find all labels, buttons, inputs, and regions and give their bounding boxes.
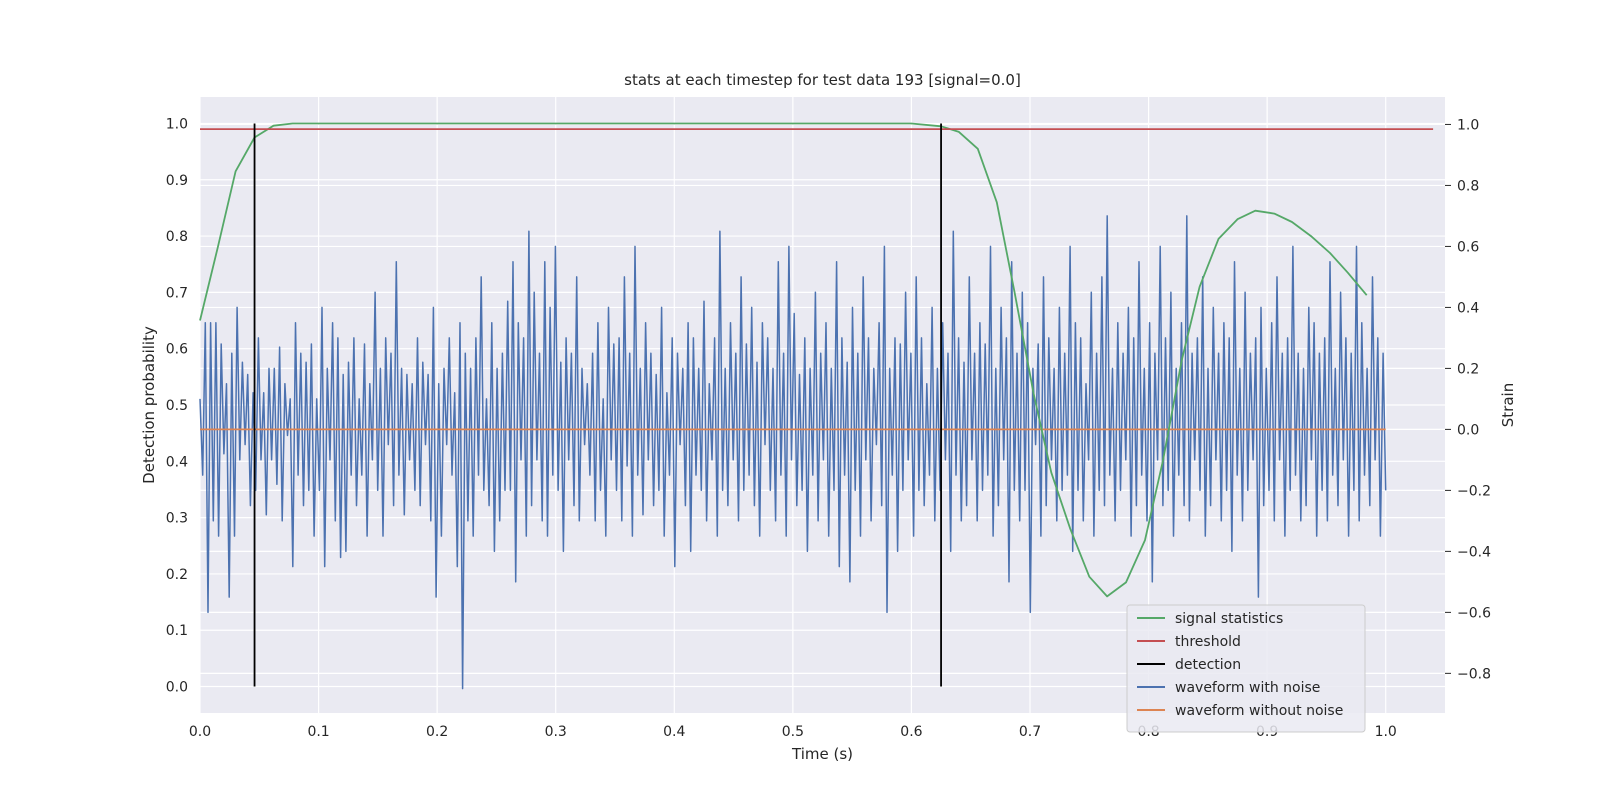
y-tick-label: 1.0: [166, 116, 188, 132]
y-tick-label: 0.9: [166, 173, 188, 189]
y-tick-label: 0.2: [166, 567, 188, 583]
y-right-tick-label: 0.2: [1457, 361, 1479, 377]
y-right-tick-label: −0.8: [1457, 666, 1491, 682]
y-tick-label: 0.1: [166, 623, 188, 639]
ticks: 0.0 0.1 0.2 0.3 0.4 0.5 0.6 0.7 0.8 0.9 1.0 0.0 0.1 0…: [166, 116, 1491, 740]
legend-label: waveform with noise: [1175, 680, 1320, 696]
legend-label: threshold: [1175, 634, 1241, 650]
x-tick-label: 0.5: [782, 724, 804, 740]
y-tick-label: 0.0: [166, 680, 188, 696]
x-tick-label: 0.3: [545, 724, 567, 740]
legend-label: signal statistics: [1175, 611, 1283, 627]
legend-box: [1126, 604, 1366, 733]
y-right-axis-title: Strain: [1499, 383, 1517, 427]
y-right-tick-label: −0.6: [1457, 605, 1491, 621]
x-tick-label: 0.2: [426, 724, 448, 740]
series-waveform-with-noise: [199, 215, 1387, 690]
legend: signal statistics threshold detection wavef…: [1126, 604, 1366, 733]
y-right-tick-label: −0.2: [1457, 483, 1491, 499]
y-right-tick-label: 0.4: [1457, 300, 1479, 316]
x-tick-label: 1.0: [1375, 724, 1397, 740]
y-right-tick-label: 0.6: [1457, 239, 1479, 255]
y-right-tick-label: −0.4: [1457, 544, 1491, 560]
y-tick-label: 0.4: [166, 454, 188, 470]
series-layer: [199, 122, 1434, 690]
x-tick-label: 0.0: [189, 724, 211, 740]
y-tick-label: 0.3: [166, 511, 188, 527]
y-right-tick-label: 0.8: [1457, 178, 1479, 194]
x-tick-label: 0.6: [900, 724, 922, 740]
y-tick-label: 0.6: [166, 342, 188, 358]
series-signal-statistics: [199, 122, 1368, 598]
x-axis-title: Time (s): [791, 745, 853, 763]
x-tick-label: 0.7: [1019, 724, 1041, 740]
y-right-tick-label: 1.0: [1457, 117, 1479, 133]
legend-label: detection: [1175, 657, 1241, 673]
y-tick-label: 0.7: [166, 285, 188, 301]
y-axis-title: Detection probability: [140, 326, 158, 484]
x-tick-label: 0.1: [307, 724, 329, 740]
y-tick-label: 0.8: [166, 229, 188, 245]
legend-label: waveform without noise: [1175, 703, 1343, 719]
y-right-tick-label: 0.0: [1457, 422, 1479, 438]
x-tick-label: 0.4: [663, 724, 685, 740]
chart-title: stats at each timestep for test data 193…: [624, 71, 1021, 89]
y-tick-label: 0.5: [166, 398, 188, 414]
